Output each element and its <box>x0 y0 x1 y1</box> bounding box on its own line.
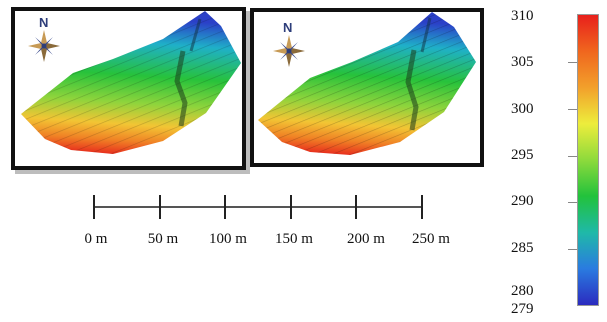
colorbar-label: 279 <box>511 301 534 317</box>
colorbar-tick <box>568 109 577 110</box>
scale-label: 150 m <box>275 231 313 247</box>
map-panel-left: N <box>11 7 246 170</box>
scale-label: 100 m <box>209 231 247 247</box>
elevation-surface-left <box>21 11 241 154</box>
compass-rose-icon <box>273 35 305 67</box>
elevation-surface-right <box>258 12 476 155</box>
colorbar-label: 285 <box>511 240 534 256</box>
north-label: N <box>283 20 293 35</box>
colorbar-tick <box>568 156 577 157</box>
elevation-colorbar <box>577 14 599 306</box>
compass-rose-icon <box>28 30 60 62</box>
colorbar-label: 305 <box>511 54 534 70</box>
scale-label: 250 m <box>412 231 450 247</box>
colorbar-label: 290 <box>511 193 534 209</box>
colorbar-tick <box>568 202 577 203</box>
colorbar-label: 280 <box>511 283 534 299</box>
colorbar-tick <box>568 62 577 63</box>
colorbar-tick <box>568 249 577 250</box>
north-label: N <box>39 15 49 30</box>
colorbar-label: 295 <box>511 147 534 163</box>
scale-label: 200 m <box>347 231 385 247</box>
colorbar-label: 300 <box>511 101 534 117</box>
colorbar-label: 310 <box>511 8 534 24</box>
scale-label: 50 m <box>147 231 179 247</box>
scale-label: 0 m <box>84 231 108 247</box>
map-panel-right: N <box>250 8 484 167</box>
